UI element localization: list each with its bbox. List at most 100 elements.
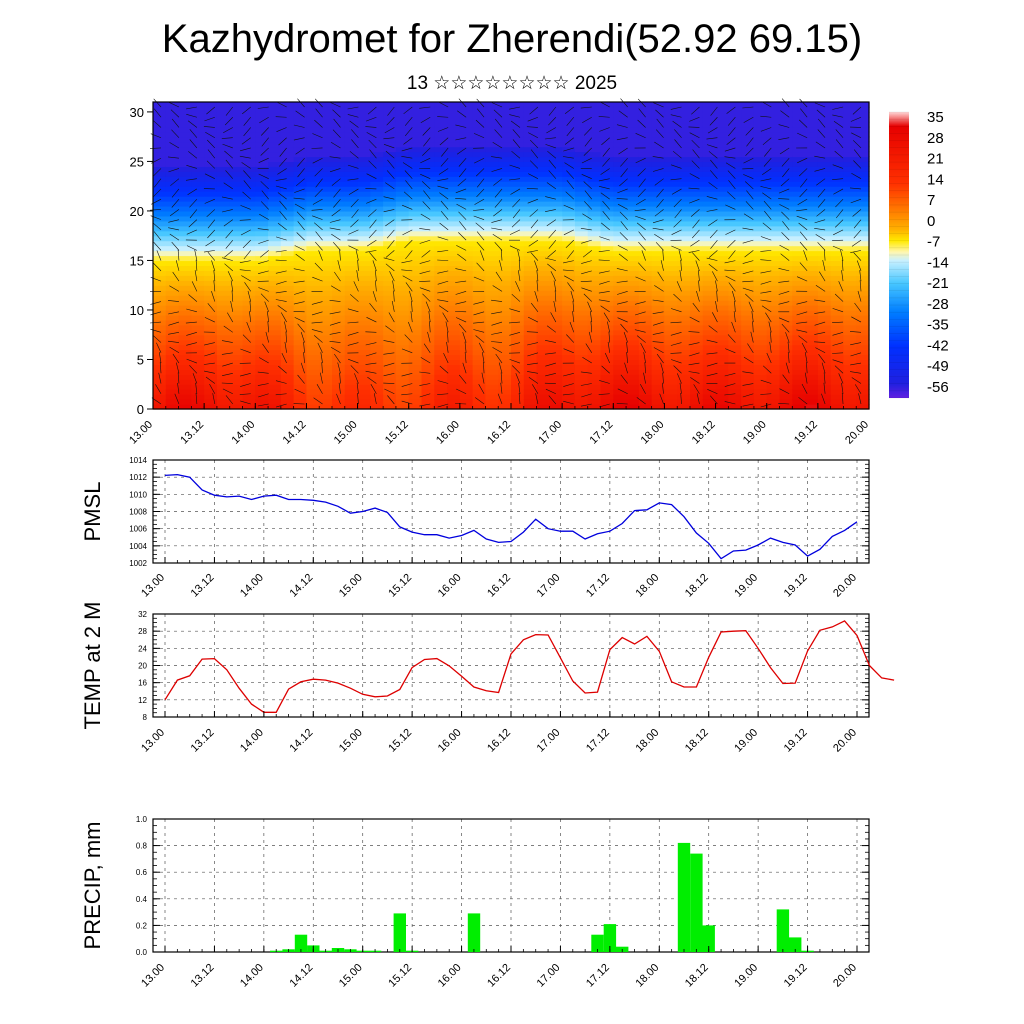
wind-barb	[438, 101, 449, 108]
heatmap-cell	[690, 235, 704, 242]
heatmap-cell	[472, 116, 487, 123]
heatmap-cell	[268, 201, 282, 207]
heatmap-cell	[830, 404, 845, 410]
heatmap-cell	[357, 384, 371, 390]
heatmap-cell	[229, 240, 244, 247]
heatmap-cell	[766, 369, 781, 375]
wind-barb	[169, 285, 180, 292]
heatmap-cell	[408, 235, 423, 242]
heatmap-cell	[357, 285, 371, 291]
heatmap-cell	[344, 389, 359, 395]
heatmap-cell	[395, 359, 410, 366]
heatmap-cell	[229, 384, 244, 390]
heatmap-cell	[229, 205, 244, 212]
heatmap-cell	[587, 285, 602, 291]
wind-barb	[473, 301, 485, 305]
colorbar-label: -28	[927, 296, 949, 313]
heatmap-cell	[536, 116, 550, 123]
heatmap-cell	[293, 319, 308, 326]
heatmap-cell	[536, 146, 550, 153]
heatmap-cell	[408, 136, 423, 143]
wind-barb	[473, 311, 485, 316]
heatmap-cell	[766, 290, 781, 296]
heatmap-cell	[447, 404, 461, 410]
heatmap-cell	[332, 230, 346, 237]
heatmap-cell	[600, 210, 614, 217]
heatmap-cell	[549, 255, 563, 262]
heatmap-cell	[843, 166, 857, 172]
heatmap-cell	[255, 201, 269, 207]
heatmap-cell	[204, 210, 218, 217]
heatmap-cell	[728, 290, 742, 296]
heatmap-cell	[677, 215, 691, 222]
heatmap-cell	[805, 314, 819, 321]
heatmap-cell	[459, 270, 474, 276]
heatmap-cell	[779, 136, 793, 143]
wind-barb	[725, 275, 736, 282]
heatmap-cell	[792, 196, 806, 202]
wind-barb	[547, 150, 557, 159]
heatmap-cell	[459, 329, 474, 336]
wind-barb	[195, 259, 198, 271]
wind-barb	[781, 158, 790, 167]
heatmap-cell	[370, 196, 384, 202]
heatmap-cell	[395, 364, 410, 370]
heatmap-cell	[383, 166, 397, 172]
heatmap-cell	[165, 334, 180, 341]
heatmap-cell	[574, 329, 589, 336]
heatmap-cell	[779, 295, 793, 301]
heatmap-cell	[242, 265, 256, 271]
heatmap-cell	[242, 186, 256, 192]
heatmap-cell	[511, 260, 525, 266]
wind-barb	[317, 342, 323, 353]
heatmap-cell	[370, 171, 384, 177]
heatmap-cell	[268, 205, 282, 212]
heatmap-cell	[549, 176, 563, 182]
heatmap-cell	[344, 394, 359, 400]
heatmap-cell	[280, 171, 295, 177]
heatmap-cell	[830, 201, 845, 207]
wind-barb	[455, 280, 467, 283]
heatmap-cell	[459, 349, 474, 356]
heatmap-cell	[280, 225, 295, 232]
heatmap-cell	[728, 136, 742, 143]
heatmap-cell	[255, 369, 269, 375]
heatmap-cell	[293, 126, 308, 133]
heatmap-cell	[843, 344, 857, 351]
heatmap-cell	[370, 176, 384, 182]
heatmap-cell	[523, 389, 538, 395]
wind-barb	[851, 316, 862, 323]
heatmap-cell	[408, 404, 423, 410]
heatmap-cell	[268, 156, 282, 163]
heatmap-cell	[651, 225, 666, 232]
heatmap-cell	[651, 290, 666, 296]
heatmap-cell	[600, 156, 614, 163]
colorbar-label: -7	[927, 234, 940, 251]
wind-barb	[186, 229, 198, 235]
heatmap-cell	[574, 290, 589, 296]
wind-barb	[458, 98, 467, 108]
heatmap-cell	[856, 141, 870, 148]
wind-barb	[240, 383, 251, 387]
wind-barb	[260, 293, 269, 302]
heatmap-cell	[268, 349, 282, 356]
heatmap-cell	[817, 205, 832, 212]
x-tick-label: 13.12	[178, 419, 206, 447]
heatmap-cell	[613, 156, 627, 163]
heatmap-cell	[817, 364, 832, 370]
wind-barb	[347, 321, 359, 324]
heatmap-cell	[664, 354, 678, 361]
heatmap-cell	[165, 384, 180, 390]
heatmap-cell	[817, 196, 832, 202]
heatmap-cell	[843, 131, 857, 138]
heatmap-cell	[472, 210, 487, 217]
heatmap-cell	[805, 265, 819, 271]
heatmap-cell	[459, 156, 474, 163]
heatmap-cell	[319, 151, 333, 158]
colorbar-label: -49	[927, 358, 949, 375]
wind-barb	[725, 229, 736, 235]
heatmap-cell	[357, 305, 371, 311]
heatmap-cell	[332, 111, 346, 118]
heatmap-cell	[651, 295, 666, 301]
heatmap-cell	[472, 270, 487, 276]
